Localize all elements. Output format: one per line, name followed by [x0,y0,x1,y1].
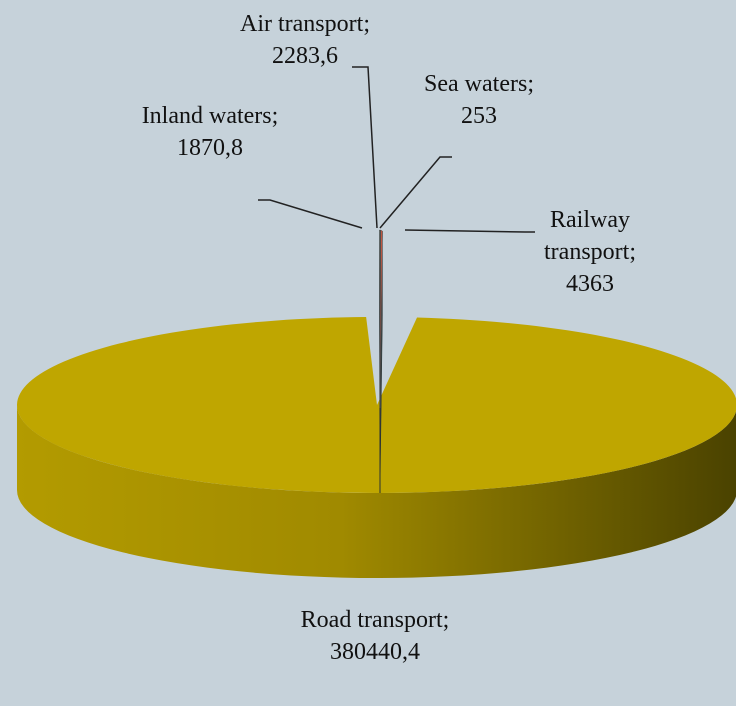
data-label: Railway transport; 4363 [520,204,660,300]
label-separator: ; [442,607,450,633]
value-label: 4363 [566,271,614,297]
category-name: Railway transport [544,207,630,265]
slice-side [17,405,736,578]
category-name: Inland waters [141,103,272,129]
label-separator: ; [363,11,370,37]
data-label: Sea waters; 253 [384,68,574,132]
leader-line [379,156,452,229]
data-label: Road transport; 380440,4 [260,604,490,668]
slice [379,229,383,409]
category-name: Sea waters [424,71,528,97]
leader-line [404,229,535,233]
data-label: Inland waters; 1870,8 [130,100,290,164]
label-separator: ; [629,239,636,265]
category-name: Air transport [240,11,364,37]
leader-line [258,199,363,229]
data-label: Air transport; 2283,6 [200,8,410,72]
label-separator: ; [271,103,279,129]
value-label: 1870,8 [177,135,243,161]
leader-line [352,66,378,229]
category-name: Road transport [300,607,443,633]
value-label: 253 [461,103,497,129]
label-separator: ; [527,71,534,97]
value-label: 380440,4 [330,639,420,665]
slice [379,229,381,409]
slice [17,317,736,493]
value-label: 2283,6 [272,43,338,69]
leader-lines [258,66,535,233]
